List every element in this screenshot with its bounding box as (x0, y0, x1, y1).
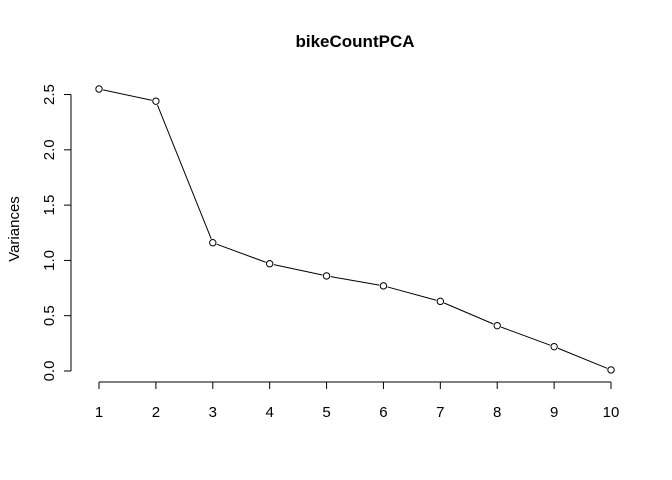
data-point (607, 366, 615, 374)
series-line-segment (273, 264, 323, 276)
y-axis-label: Variances (6, 196, 23, 262)
series-line-segment (330, 276, 380, 286)
data-point (322, 272, 331, 280)
data-point (493, 321, 501, 330)
series-line-segment (103, 89, 152, 101)
y-axis: 0.0 0.5 1.0 1.5 2.0 2.5 (41, 84, 72, 382)
x-tick-label: 5 (322, 404, 330, 421)
y-tick-label: 0.5 (41, 305, 58, 326)
data-point (550, 342, 558, 351)
data-point (95, 85, 103, 93)
data-point (209, 239, 217, 247)
series-line-segment (443, 302, 494, 325)
x-tick-label: 8 (493, 404, 501, 421)
series-line-segment (216, 243, 266, 263)
y-tick-label: 1.0 (41, 250, 58, 271)
x-tick-label: 6 (379, 404, 387, 421)
x-tick-label: 4 (265, 404, 273, 421)
series-line-segment (500, 326, 551, 346)
series-line-segment (156, 104, 212, 240)
data-point (436, 297, 445, 306)
series-group (95, 85, 615, 374)
x-tick-label: 9 (550, 404, 558, 421)
x-axis: 1 2 3 4 5 6 7 8 9 10 (95, 381, 620, 421)
data-point (152, 97, 160, 105)
x-tick-label: 10 (603, 404, 620, 421)
x-tick-label: 1 (95, 404, 103, 421)
series-line-segment (387, 286, 437, 301)
y-tick-label: 2.0 (41, 139, 58, 160)
x-tick-label: 2 (152, 404, 160, 421)
x-tick-label: 7 (436, 404, 444, 421)
y-tick-label: 0.0 (41, 361, 58, 382)
data-point (265, 260, 274, 268)
x-tick-label: 3 (209, 404, 217, 421)
y-tick-label: 1.5 (41, 195, 58, 216)
data-point (379, 282, 388, 290)
y-tick-label: 2.5 (41, 84, 58, 105)
series-line-segment (557, 347, 608, 369)
chart-title: bikeCountPCA (296, 32, 415, 51)
